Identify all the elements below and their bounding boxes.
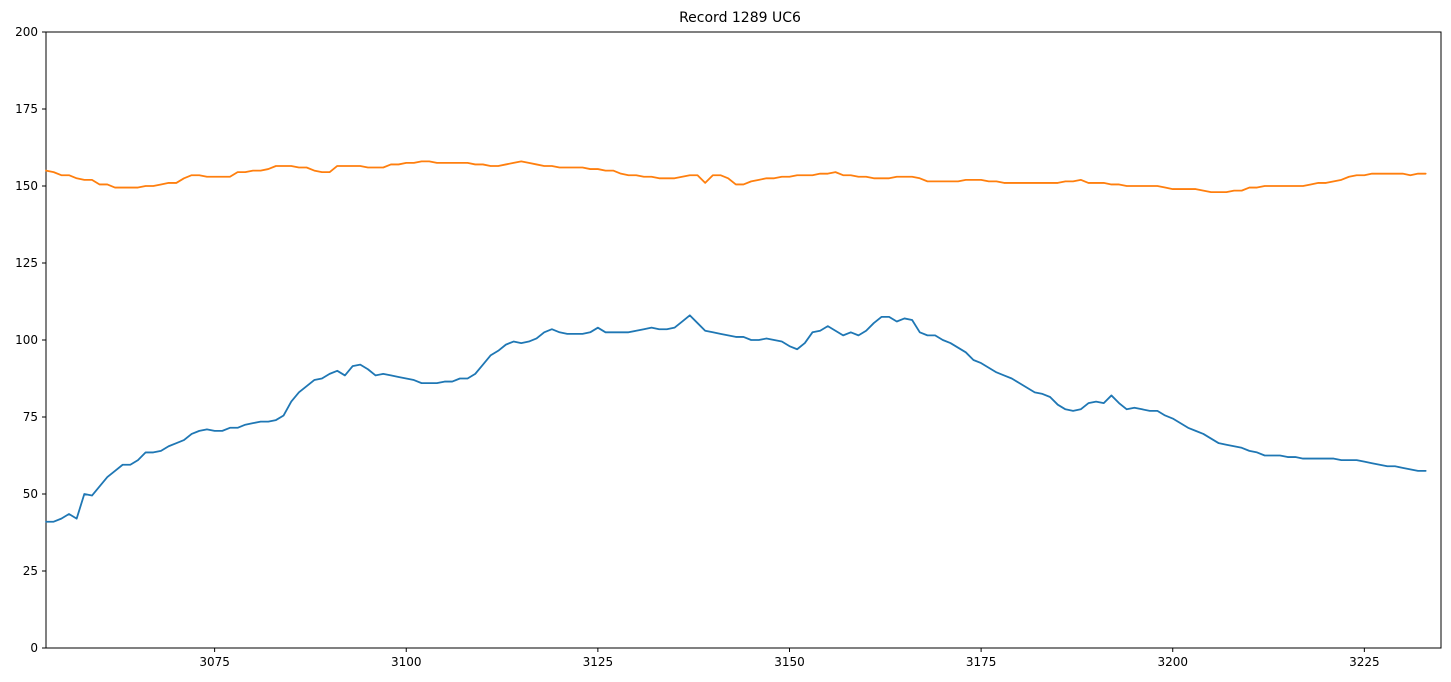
y-tick-label: 50: [23, 487, 38, 501]
x-tick-label: 3125: [583, 655, 614, 669]
x-tick-label: 3100: [391, 655, 422, 669]
y-tick-label: 125: [15, 256, 38, 270]
chart-title: Record 1289 UC6: [679, 10, 801, 26]
y-tick-label: 200: [15, 25, 38, 39]
y-tick-label: 100: [15, 333, 38, 347]
x-tick-label: 3225: [1349, 655, 1380, 669]
y-tick-label: 75: [23, 410, 38, 424]
y-tick-label: 150: [15, 179, 38, 193]
series-line-1: [45, 314, 1427, 523]
y-tick-label: 0: [30, 641, 38, 655]
x-tick-label: 3200: [1157, 655, 1188, 669]
x-tick-label: 3075: [199, 655, 230, 669]
x-axis: 3075 3100 3125 3150 3175 3200 3225: [199, 648, 1380, 669]
series-layer: [45, 160, 1427, 523]
x-tick-label: 3175: [966, 655, 997, 669]
y-axis: 0 25 50 75 100 125 150 175 200: [15, 25, 46, 655]
series-line-2: [45, 160, 1427, 194]
y-tick-label: 25: [23, 564, 38, 578]
y-tick-label: 175: [15, 102, 38, 116]
x-tick-label: 3150: [774, 655, 805, 669]
